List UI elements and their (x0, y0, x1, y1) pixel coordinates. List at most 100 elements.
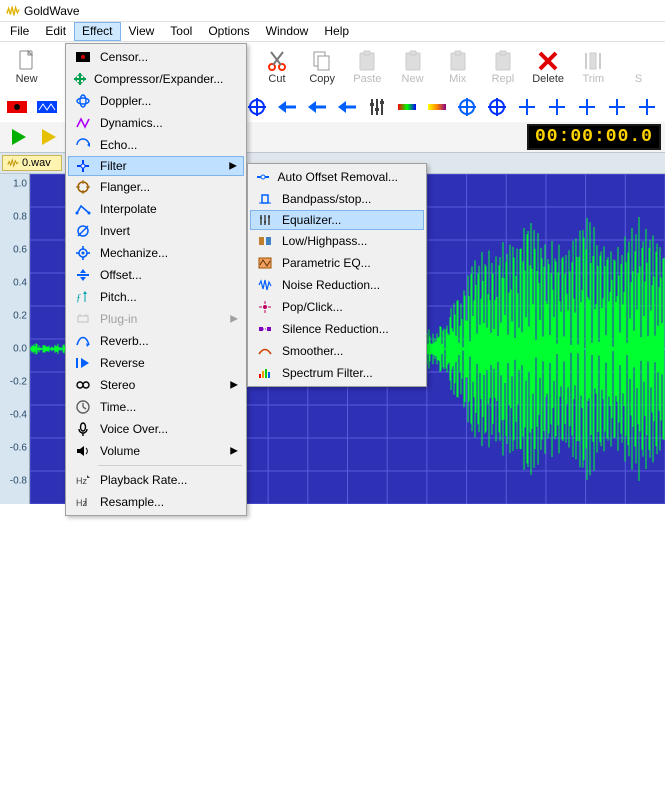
titlebar: GoldWave (0, 0, 665, 22)
menuitem-pitch[interactable]: ƒ Pitch... (68, 286, 244, 308)
iconrow-btn-x2[interactable] (572, 94, 602, 120)
dyn-icon (72, 114, 94, 132)
play-button[interactable] (4, 124, 34, 150)
menu-options[interactable]: Options (200, 22, 257, 41)
toolbar-paste-button: Paste (345, 44, 390, 90)
svg-text:ƒ: ƒ (76, 292, 82, 304)
menuitem-stereo[interactable]: Stereo▶ (68, 374, 244, 396)
menuitem-label: Compressor/Expander... (94, 72, 223, 86)
menuitem-label: Bandpass/stop... (282, 192, 371, 206)
iconrow-btn-x4[interactable] (632, 94, 662, 120)
menuitem-offset[interactable]: Offset... (68, 264, 244, 286)
iconrow-icon-14 (425, 95, 449, 119)
iconrow-btn-1[interactable] (32, 94, 62, 120)
menuitem-flanger[interactable]: Flanger... (68, 176, 244, 198)
menuitem-echo[interactable]: Echo... (68, 134, 244, 156)
menuitem-label: Censor... (100, 50, 148, 64)
menubar: FileEditEffectViewToolOptionsWindowHelp (0, 22, 665, 42)
voice-icon (72, 420, 94, 438)
menuitem-invert[interactable]: Invert (68, 220, 244, 242)
toolbar-delete-button[interactable]: Delete (526, 44, 571, 90)
menuitem-filter[interactable]: Filter▶ (68, 156, 244, 176)
menuitem-autooffset[interactable]: Auto Offset Removal... (250, 166, 424, 188)
iconrow-btn-x3[interactable] (602, 94, 632, 120)
iconrow-btn-14[interactable] (422, 94, 452, 120)
menuitem-label: Flanger... (100, 180, 150, 194)
menuitem-label: Resample... (100, 495, 164, 509)
menuitem-reverb[interactable]: Reverb... (68, 330, 244, 352)
iconrow-btn-16[interactable] (482, 94, 512, 120)
toolbar-cut-button[interactable]: Cut (254, 44, 299, 90)
eq-icon (254, 211, 276, 229)
menuitem-silence[interactable]: Silence Reduction... (250, 318, 424, 340)
menuitem-eq[interactable]: Equalizer... (250, 210, 424, 230)
submenu-arrow-icon: ▶ (230, 380, 238, 391)
yaxis-tick: -0.6 (10, 442, 27, 453)
menuitem-time[interactable]: Time... (68, 396, 244, 418)
menuitem-dyn[interactable]: Dynamics... (68, 112, 244, 134)
menuitem-noise[interactable]: Noise Reduction... (250, 274, 424, 296)
menuitem-label: Auto Offset Removal... (278, 170, 399, 184)
menuitem-spectrum[interactable]: Spectrum Filter... (250, 362, 424, 384)
iconrow-btn-x1[interactable] (542, 94, 572, 120)
tab-document-label: 0.wav (22, 157, 51, 169)
yaxis-tick: -0.2 (10, 376, 27, 387)
iconrow-btn-10[interactable] (302, 94, 332, 120)
plugin-icon (72, 310, 94, 328)
yaxis-tick: 0.0 (13, 343, 27, 354)
menuitem-label: Smoother... (282, 344, 343, 358)
menuitem-plugin: Plug-in▶ (68, 308, 244, 330)
invert-icon (72, 222, 94, 240)
menu-help[interactable]: Help (316, 22, 357, 41)
tab-document[interactable]: 0.wav (2, 155, 62, 171)
new-icon (15, 49, 39, 73)
menu-file[interactable]: File (2, 22, 37, 41)
menuitem-label: Dynamics... (100, 116, 163, 130)
yaxis-tick: 0.6 (13, 244, 27, 255)
reverb-icon (72, 332, 94, 350)
menuitem-compexp[interactable]: Compressor/Expander... (68, 68, 244, 90)
iconrow-btn-13[interactable] (392, 94, 422, 120)
menuitem-label: Pitch... (100, 290, 137, 304)
menuitem-label: Parametric EQ... (282, 256, 371, 270)
pbrate-icon: Hz (72, 471, 94, 489)
menuitem-lowhigh[interactable]: Low/Highpass... (250, 230, 424, 252)
menuitem-mechanize[interactable]: Mechanize... (68, 242, 244, 264)
menuitem-parameq[interactable]: Parametric EQ... (250, 252, 424, 274)
autooffset-icon (254, 168, 272, 186)
menuitem-volume[interactable]: Volume▶ (68, 440, 244, 462)
menuitem-voice[interactable]: Voice Over... (68, 418, 244, 440)
toolbar-copy-button[interactable]: Copy (300, 44, 345, 90)
compexp-icon (72, 70, 88, 88)
iconrow-btn-11[interactable] (332, 94, 362, 120)
toolbar-repl-button: Repl (480, 44, 525, 90)
menuitem-popclick[interactable]: Pop/Click... (250, 296, 424, 318)
iconrow-icon-12 (365, 95, 389, 119)
menuitem-bandpass[interactable]: Bandpass/stop... (250, 188, 424, 210)
menuitem-pbrate[interactable]: HzPlayback Rate... (68, 469, 244, 491)
menu-view[interactable]: View (121, 22, 163, 41)
iconrow-btn-0[interactable] (2, 94, 32, 120)
echo-icon (72, 136, 94, 154)
menuitem-censor[interactable]: Censor... (68, 46, 244, 68)
menu-effect[interactable]: Effect (74, 22, 120, 41)
menuitem-doppler[interactable]: Doppler... (68, 90, 244, 112)
menuitem-label: Mechanize... (100, 246, 168, 260)
menuitem-resample[interactable]: HzResample... (68, 491, 244, 513)
window-title: GoldWave (24, 4, 80, 18)
menu-edit[interactable]: Edit (37, 22, 74, 41)
menu-tool[interactable]: Tool (162, 22, 200, 41)
menuitem-reverse[interactable]: Reverse (68, 352, 244, 374)
iconrow-btn-15[interactable] (452, 94, 482, 120)
menuitem-interpolate[interactable]: Interpolate (68, 198, 244, 220)
silence-icon (254, 320, 276, 338)
menu-window[interactable]: Window (258, 22, 317, 41)
iconrow-btn-12[interactable] (362, 94, 392, 120)
toolbar-new-button[interactable]: New (4, 44, 49, 90)
iconrow-btn-9[interactable] (272, 94, 302, 120)
menuitem-smoother[interactable]: Smoother... (250, 340, 424, 362)
iconrow-btn-x0[interactable] (512, 94, 542, 120)
filter-submenu: Auto Offset Removal... Bandpass/stop... Eq… (247, 163, 427, 387)
play-selection-button[interactable] (34, 124, 64, 150)
menuitem-label: Pop/Click... (282, 300, 343, 314)
